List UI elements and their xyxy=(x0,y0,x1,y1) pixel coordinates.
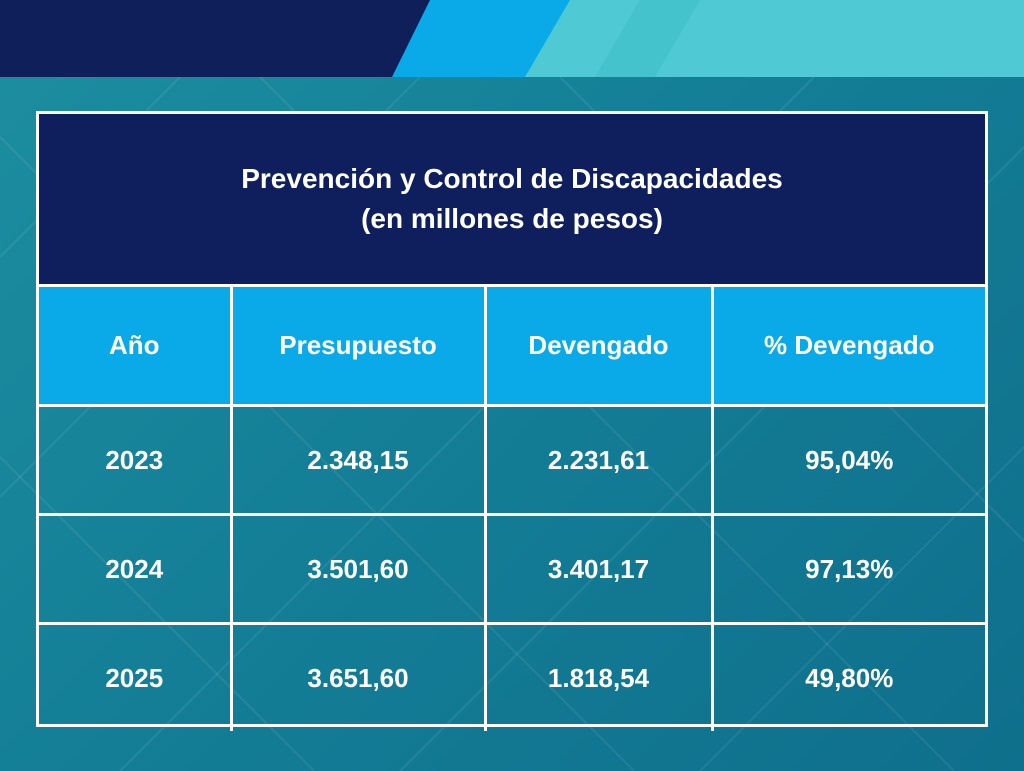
cell-accrued: 1.818,54 xyxy=(483,622,714,731)
cell-budget: 3.501,60 xyxy=(229,513,487,625)
budget-table-card: Prevención y Control de Discapacidades (… xyxy=(36,111,988,731)
cell-budget: 3.651,60 xyxy=(229,622,487,731)
table-row: 2024 3.501,60 3.401,17 97,13% xyxy=(39,513,985,625)
top-bar-blue-segment xyxy=(380,0,570,77)
table-header-row: Año Presupuesto Devengado % Devengado xyxy=(39,287,985,407)
decorative-top-bar xyxy=(0,0,1024,77)
top-bar-highlight-segment xyxy=(595,0,700,77)
column-header-year: Año xyxy=(39,287,233,407)
table-row: 2025 3.651,60 1.818,54 49,80% xyxy=(39,622,985,731)
column-header-accrued: Devengado xyxy=(483,287,714,407)
top-bar-light-teal-segment xyxy=(515,0,1024,77)
table-title: Prevención y Control de Discapacidades xyxy=(241,163,783,194)
cell-accrued-percent: 97,13% xyxy=(710,513,985,625)
cell-year: 2024 xyxy=(39,513,233,625)
table-title-block: Prevención y Control de Discapacidades (… xyxy=(39,114,985,287)
cell-accrued: 2.231,61 xyxy=(483,404,714,516)
table-row: 2023 2.348,15 2.231,61 95,04% xyxy=(39,404,985,516)
cell-accrued-percent: 49,80% xyxy=(710,622,985,731)
top-bar-dark-segment xyxy=(0,0,430,77)
budget-table: Año Presupuesto Devengado % Devengado 20… xyxy=(39,287,985,731)
cell-accrued-percent: 95,04% xyxy=(710,404,985,516)
column-header-accrued-percent: % Devengado xyxy=(710,287,985,407)
column-header-budget: Presupuesto xyxy=(229,287,487,407)
cell-year: 2025 xyxy=(39,622,233,731)
cell-year: 2023 xyxy=(39,404,233,516)
cell-budget: 2.348,15 xyxy=(229,404,487,516)
table-subtitle: (en millones de pesos) xyxy=(361,203,663,234)
cell-accrued: 3.401,17 xyxy=(483,513,714,625)
